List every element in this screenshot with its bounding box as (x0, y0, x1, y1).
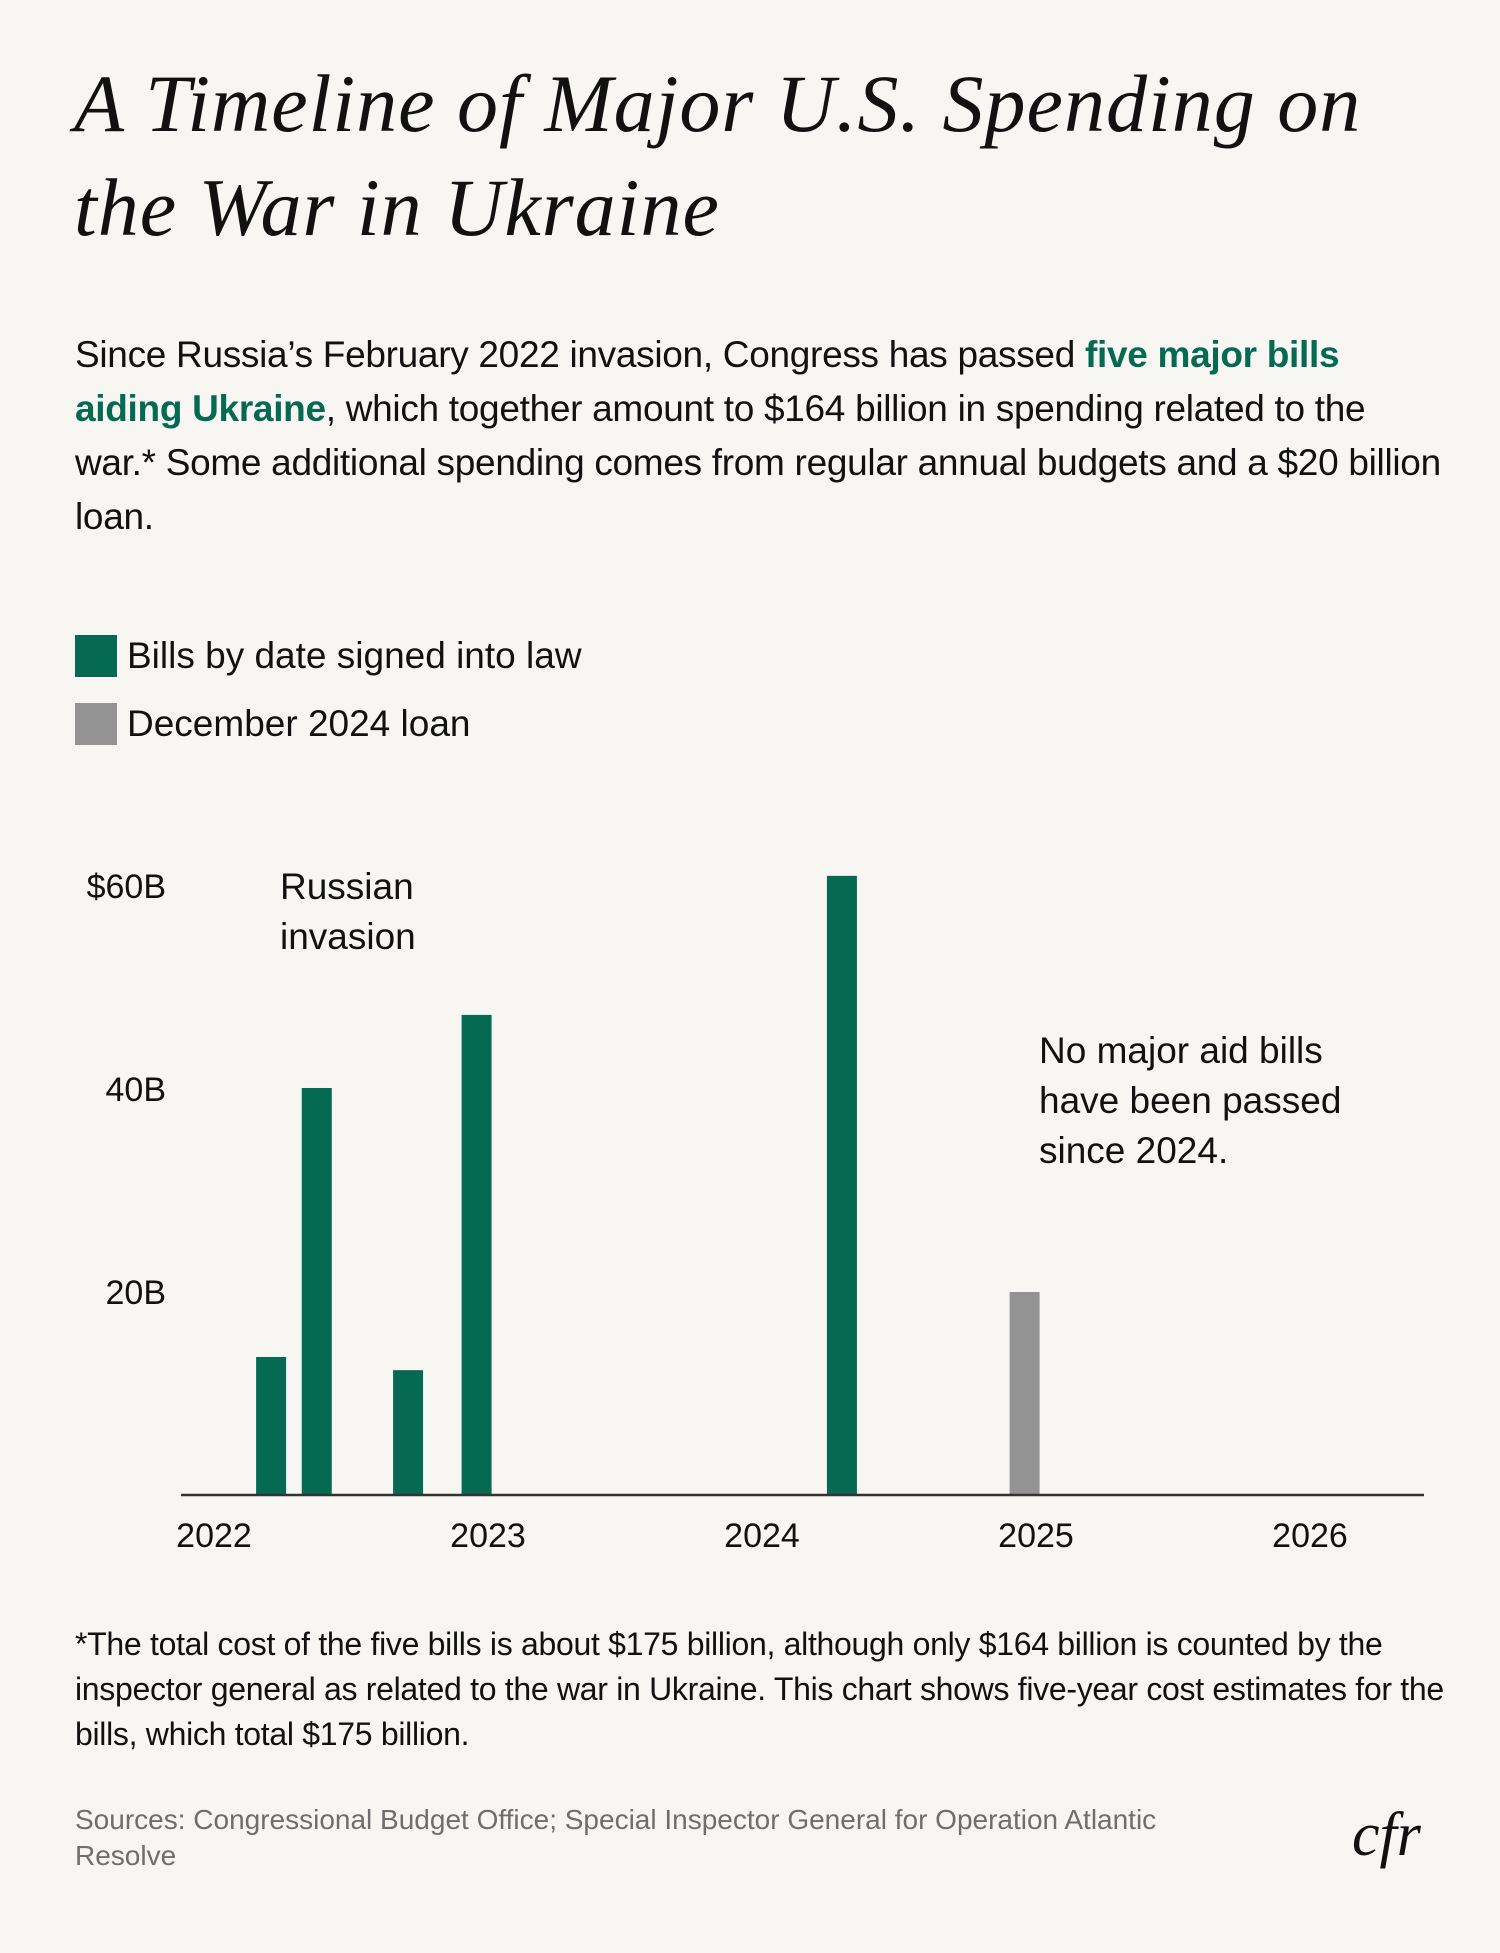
bar-chart: 2022 2023 2024 2025 2026 20B 40B $60B (87, 868, 1424, 1555)
chart-title: A Timeline of Major U.S. Spending on the… (74, 58, 1362, 253)
y-tick-label: 40B (106, 1071, 167, 1109)
legend-label-bills: Bills by date signed into law (127, 635, 582, 676)
y-tick-label: 20B (106, 1274, 167, 1312)
legend-swatch-loan (75, 703, 117, 745)
legend: Bills by date signed into law December 2… (75, 622, 582, 758)
annotation-no-bills: No major aid bills have been passed sinc… (1039, 1030, 1342, 1171)
x-tick-label: 2022 (176, 1517, 252, 1555)
intro-after: , which together amount to $164 billion … (75, 388, 1441, 537)
intro-before: Since Russia’s February 2022 invasion, C… (75, 334, 1085, 375)
x-tick-label: 2023 (450, 1517, 526, 1555)
bar-bill (301, 1087, 332, 1495)
bar-bill (461, 1014, 492, 1495)
intro-highlight: five major bills aiding Ukraine (75, 334, 1340, 429)
legend-label-loan: December 2024 loan (127, 703, 471, 744)
intro-text: Since Russia’s February 2022 invasion, C… (75, 328, 1455, 544)
y-tick-label: $60B (87, 868, 166, 906)
bar-bill (826, 875, 857, 1495)
x-tick-label: 2026 (1272, 1517, 1348, 1555)
sources: Sources: Congressional Budget Office; Sp… (75, 1804, 1157, 1871)
x-tick-label: 2024 (724, 1517, 800, 1555)
legend-item-bills: Bills by date signed into law (75, 622, 582, 690)
cfr-logo: cfr (1352, 1801, 1421, 1869)
annotation-invasion: Russian invasion (280, 866, 416, 957)
legend-swatch-bills (75, 635, 117, 677)
legend-item-loan: December 2024 loan (75, 690, 582, 758)
bar-bill (256, 1356, 287, 1495)
footnote: *The total cost of the five bills is abo… (75, 1626, 1444, 1752)
x-tick-label: 2025 (998, 1517, 1074, 1555)
bar-loan (1009, 1292, 1040, 1495)
bar-bill (393, 1370, 424, 1495)
